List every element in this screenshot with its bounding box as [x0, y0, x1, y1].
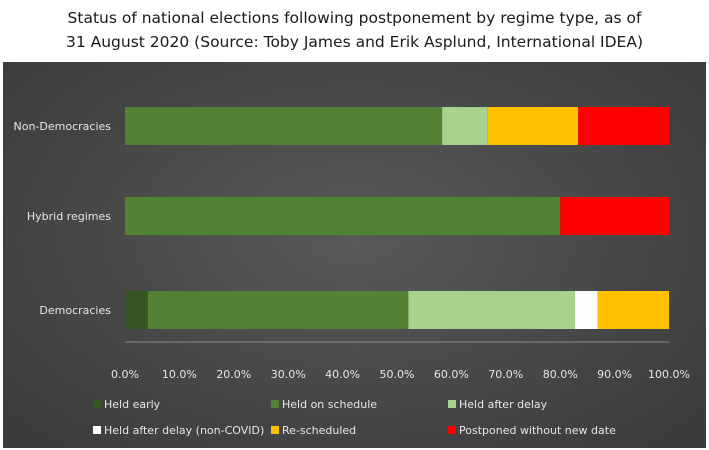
legend-label: Re-scheduled	[282, 424, 356, 437]
chart-title-line-1: Status of national elections following p…	[67, 9, 642, 27]
chart-title: Status of national elections following p…	[0, 6, 709, 54]
bar-segment	[125, 291, 148, 329]
bar-segment	[442, 107, 488, 145]
bar-segment	[408, 291, 575, 329]
legend-swatch	[271, 426, 279, 434]
legend-label: Postponed without new date	[459, 424, 616, 437]
bar-segment	[574, 291, 598, 329]
category-label: Non-Democracies	[14, 120, 112, 133]
x-tick-label: 30.0%	[271, 368, 306, 381]
x-tick-label: 0.0%	[111, 368, 139, 381]
stacked-bar-chart: 0.0% 10.0% 20.0% 30.0% 40.0% 50.0% 60.0% 70.0% 8…	[14, 107, 690, 437]
x-tick-label: 20.0%	[216, 368, 251, 381]
bar-segment	[560, 197, 669, 235]
x-tick-label: 90.0%	[597, 368, 632, 381]
category-label: Hybrid regimes	[27, 210, 111, 223]
legend-swatch	[448, 426, 456, 434]
bar-segment	[147, 291, 409, 329]
x-tick-label: 100.0%	[648, 368, 690, 381]
x-tick-label: 50.0%	[380, 368, 415, 381]
chart-panel: 0.0% 10.0% 20.0% 30.0% 40.0% 50.0% 60.0% 70.0% 8…	[3, 62, 706, 448]
legend-label: Held on schedule	[282, 398, 377, 411]
legend-swatch	[93, 400, 101, 408]
legend-label: Held early	[104, 398, 161, 411]
x-tick-label: 10.0%	[162, 368, 197, 381]
legend-swatch	[448, 400, 456, 408]
bar-segment	[125, 197, 561, 235]
x-tick-label: 60.0%	[434, 368, 469, 381]
legend-label: Held after delay	[459, 398, 548, 411]
bar-segment	[578, 107, 669, 145]
x-tick-label: 40.0%	[325, 368, 360, 381]
x-tick-label: 70.0%	[488, 368, 523, 381]
bar-segment	[597, 291, 669, 329]
legend-label: Held after delay (non-COVID)	[104, 424, 264, 437]
legend-swatch	[93, 426, 101, 434]
bar-segment	[125, 107, 443, 145]
legend-swatch	[271, 400, 279, 408]
bar-segment	[487, 107, 579, 145]
category-label: Democracies	[39, 304, 111, 317]
chart-title-line-2: 31 August 2020 (Source: Toby James and E…	[65, 33, 644, 51]
x-tick-label: 80.0%	[543, 368, 578, 381]
